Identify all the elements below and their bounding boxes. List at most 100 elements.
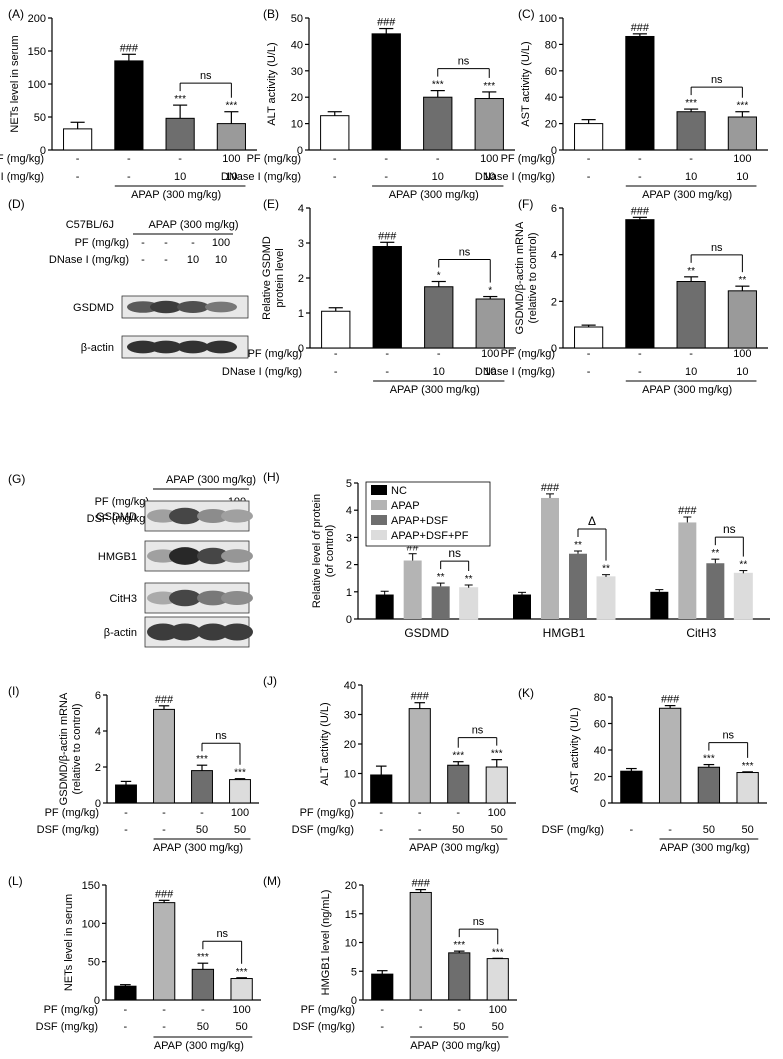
y-axis-label: GSDMD/β-actin mRNA xyxy=(514,221,526,334)
y-axis-label-line2: (relative to control) xyxy=(527,232,539,323)
treatment-value: 10 xyxy=(433,366,445,378)
bar xyxy=(229,779,251,804)
band-label: β-actin xyxy=(81,342,114,354)
treatment-value: - xyxy=(124,807,128,819)
significance-mark: ### xyxy=(541,482,560,494)
bar xyxy=(431,586,450,619)
treatment-value: - xyxy=(76,153,80,165)
y-axis-label: GSDMD/β-actin mRNA xyxy=(58,692,70,805)
significance-mark: *** xyxy=(453,940,465,951)
panel-H: (H) 0 1 2 3 4 5 Relative level of protein (of co… xyxy=(263,470,770,640)
y-tick-label: 5 xyxy=(346,478,352,490)
ns-bracket: ns xyxy=(201,730,241,765)
significance-mark: *** xyxy=(196,754,208,765)
bar xyxy=(152,902,176,1001)
treatment-value: - xyxy=(334,348,338,360)
treatment-value: - xyxy=(457,1004,461,1016)
y-tick-label: 150 xyxy=(82,880,100,892)
band-label: GSDMD xyxy=(96,511,137,523)
bar xyxy=(486,958,509,1001)
blot-band xyxy=(221,623,253,641)
significance-mark: *** xyxy=(492,947,504,958)
bar xyxy=(115,784,137,804)
significance-mark: *** xyxy=(685,98,697,109)
apap-label: APAP (300 mg/kg) xyxy=(409,842,499,854)
treatment-value: - xyxy=(689,153,693,165)
blot-band xyxy=(169,547,201,565)
apap-label: APAP (300 mg/kg) xyxy=(660,842,750,854)
blot-band xyxy=(177,340,209,354)
treatment-row-label: DNase I (mg/kg) xyxy=(475,366,555,378)
bar xyxy=(371,973,394,1001)
significance-mark: *** xyxy=(174,94,186,105)
blot-band xyxy=(169,507,201,525)
y-axis-label: NETs level in serum xyxy=(63,894,75,991)
panel-label: (L) xyxy=(8,874,23,888)
panel-J: (J) 0 10 20 30 40 ALT activity (U/L) ### *** *** n… xyxy=(263,674,516,854)
blot-band xyxy=(147,623,179,641)
bar xyxy=(403,560,422,619)
treatment-value: 10 xyxy=(225,171,237,183)
treatment-value: - xyxy=(587,153,591,165)
significance-mark: ** xyxy=(711,548,719,559)
ns-bracket: ns xyxy=(179,70,232,98)
y-tick-label: 6 xyxy=(95,690,101,702)
y-axis-label: ALT activity (U/L) xyxy=(266,42,278,125)
ns-label: ns xyxy=(722,730,734,742)
bar xyxy=(191,968,215,1001)
treatment-value: - xyxy=(456,807,460,819)
bracket: Δ xyxy=(577,514,607,561)
panel-label: (E) xyxy=(263,197,279,211)
panel-A: (A) 0 50 100 150 200 NETs level in serum ### ***… xyxy=(0,7,257,201)
treatment-row-label: DNase I (mg/kg) xyxy=(221,171,301,183)
y-tick-label: 20 xyxy=(545,119,557,131)
treatment-value: - xyxy=(124,824,128,836)
y-tick-label: 0 xyxy=(551,145,557,157)
treatment-value: - xyxy=(668,824,672,836)
treatment-value: 50 xyxy=(491,824,503,836)
bracket-label: ns xyxy=(448,546,461,560)
treatment-value: - xyxy=(638,171,642,183)
band-label: CitH3 xyxy=(109,593,137,605)
treatment-row-label: DSF (mg/kg) xyxy=(36,1021,98,1033)
y-axis-label: Relative level of protein xyxy=(311,494,323,608)
blot-band xyxy=(205,301,237,313)
y-tick-label: 1 xyxy=(346,587,352,599)
treatment-value: - xyxy=(437,348,441,360)
apap-label: APAP (300 mg/kg) xyxy=(390,384,480,396)
y-tick-label: 2 xyxy=(346,560,352,572)
y-tick-label: 40 xyxy=(291,39,303,51)
treatment-value: - xyxy=(333,171,337,183)
bar xyxy=(574,326,604,349)
treatment-value: 10 xyxy=(736,171,748,183)
blot-band xyxy=(197,508,229,524)
significance-mark: ### xyxy=(155,888,174,900)
treatment-value: 50 xyxy=(703,824,715,836)
treatment-value: - xyxy=(178,153,182,165)
y-axis-label: NETs level in serum xyxy=(9,35,21,132)
bar xyxy=(114,60,144,151)
bar xyxy=(447,764,470,804)
bar xyxy=(424,286,454,349)
treatment-row-label: DNase I (mg/kg) xyxy=(49,254,129,266)
treatment-row-label: DSF (mg/kg) xyxy=(37,824,99,836)
bracket: ns xyxy=(714,522,744,557)
bar xyxy=(216,123,246,151)
y-tick-label: 0 xyxy=(40,145,46,157)
bar xyxy=(375,594,394,619)
legend-swatch xyxy=(371,500,387,510)
bar xyxy=(727,290,757,349)
treatment-value: - xyxy=(379,824,383,836)
treatment-value: 50 xyxy=(236,1021,248,1033)
significance-mark: *** xyxy=(742,761,754,772)
treatment-value: 100 xyxy=(488,807,506,819)
y-tick-label: 0 xyxy=(95,798,101,810)
treatment-value: - xyxy=(201,1004,205,1016)
band-label: HMGB1 xyxy=(98,551,137,563)
bar xyxy=(658,707,682,804)
x-category-label: CitH3 xyxy=(686,626,716,640)
y-axis-label-line2: (of control) xyxy=(324,525,336,578)
y-tick-label: 20 xyxy=(291,92,303,104)
bar xyxy=(372,246,402,349)
treatment-value: - xyxy=(141,237,145,249)
